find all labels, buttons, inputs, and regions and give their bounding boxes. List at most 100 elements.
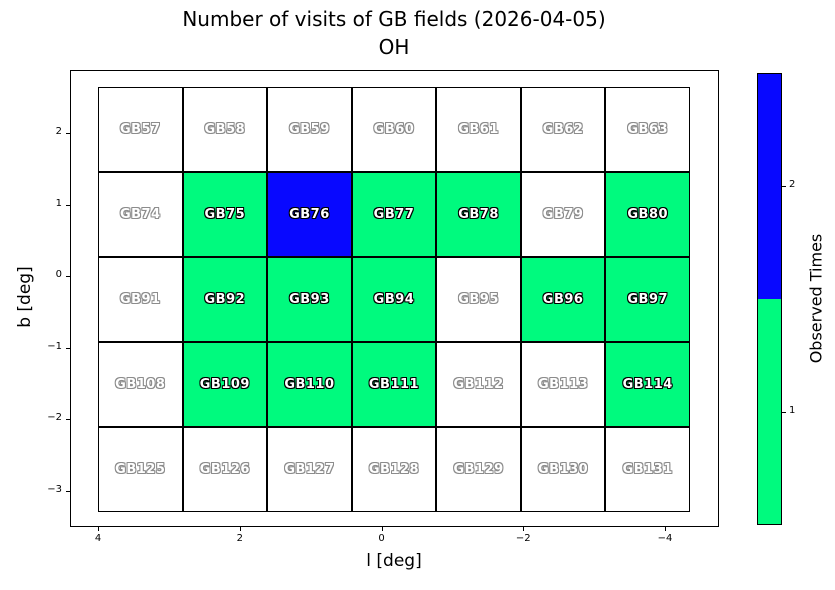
x-tick-mark [665, 527, 666, 531]
field-cell-label: GB131 [622, 462, 673, 477]
x-tick-mark [239, 527, 241, 531]
field-cell-gb114: GB114 [605, 342, 690, 427]
field-cell-gb59: GB59 [267, 87, 352, 172]
field-cell-label: GB125 [115, 462, 166, 477]
y-tick-mark [66, 204, 70, 206]
field-cell-gb110: GB110 [267, 342, 352, 427]
y-tick-label: 2 [55, 126, 62, 137]
y-tick-mark [66, 133, 70, 134]
field-cell-gb60: GB60 [351, 87, 437, 172]
chart-title: Number of visits of GB fields (2026-04-0… [182, 7, 606, 31]
y-tick-label: 0 [55, 269, 62, 280]
field-cell-gb80: GB80 [605, 172, 690, 257]
field-cell-gb127: GB127 [267, 427, 352, 512]
y-tick-mark [66, 276, 70, 277]
field-cell-gb74: GB74 [98, 172, 183, 257]
field-cell-gb112: GB112 [436, 342, 521, 427]
field-cell-label: GB130 [538, 462, 589, 477]
field-cell-label: GB76 [289, 207, 330, 222]
field-cell-label: GB109 [199, 377, 250, 392]
field-cell-label: GB59 [289, 122, 330, 137]
field-cell-gb109: GB109 [182, 342, 268, 427]
field-cell-label: GB63 [627, 122, 669, 137]
field-cell-gb93: GB93 [267, 257, 352, 342]
field-cell-label: GB97 [627, 292, 669, 307]
field-cell-label: GB80 [627, 207, 669, 222]
field-cell-gb95: GB95 [436, 257, 521, 342]
field-cell-label: GB58 [204, 122, 246, 137]
field-cell-label: GB110 [284, 377, 335, 392]
field-cell-label: GB78 [458, 207, 499, 222]
field-grid: GB57 GB58 GB59 GB60 GB61 GB62 GB63 GB74 GB75 GB76… [98, 87, 690, 512]
field-cell-gb57: GB57 [98, 87, 183, 172]
x-tick-label: 4 [94, 533, 102, 544]
field-cell-label: GB60 [373, 122, 415, 137]
field-cell-label: GB57 [119, 122, 161, 137]
field-cell-label: GB75 [204, 207, 246, 222]
x-tick-label: 0 [378, 533, 385, 544]
x-tick-mark [98, 527, 99, 531]
y-tick-label: 1 [55, 197, 62, 209]
y-tick-mark [66, 347, 70, 349]
x-axis-label: l [deg] [366, 551, 422, 571]
y-tick-label: −1 [47, 340, 62, 352]
x-tick-mark [523, 527, 525, 531]
field-cell-label: GB95 [458, 292, 499, 307]
field-cell-gb77: GB77 [351, 172, 437, 257]
field-cell-label: GB129 [453, 462, 504, 477]
field-cell-label: GB94 [373, 292, 415, 307]
field-cell-gb94: GB94 [351, 257, 437, 342]
field-cell-label: GB92 [204, 292, 246, 307]
field-cell-label: GB127 [284, 462, 335, 477]
field-cell-label: GB77 [373, 207, 415, 222]
field-cell-gb113: GB113 [520, 342, 606, 427]
field-cell-gb129: GB129 [436, 427, 521, 512]
field-cell-label: GB108 [115, 377, 166, 392]
field-cell-gb130: GB130 [520, 427, 606, 512]
field-cell-gb97: GB97 [605, 257, 690, 342]
field-cell-gb79: GB79 [520, 172, 606, 257]
chart-subtitle: OH [378, 35, 410, 59]
field-cell-label: GB126 [199, 462, 250, 477]
x-tick-label: 2 [236, 533, 243, 544]
field-cell-gb131: GB131 [605, 427, 690, 512]
field-cell-label: GB62 [542, 122, 584, 137]
field-cell-label: GB128 [368, 462, 420, 477]
colorbar-tick-mark [782, 412, 786, 413]
field-cell-label: GB74 [119, 207, 161, 222]
field-cell-gb91: GB91 [98, 257, 183, 342]
colorbar [757, 73, 782, 525]
field-cell-label: GB113 [538, 377, 589, 392]
field-cell-label: GB114 [622, 377, 673, 392]
field-cell-label: GB79 [542, 207, 584, 222]
field-cell-label: GB111 [368, 377, 420, 392]
colorbar-tick-label: 2 [789, 179, 796, 190]
colorbar-label: Observed Times [806, 233, 826, 364]
y-axis-label: b [deg] [15, 266, 35, 328]
field-cell-label: GB93 [289, 292, 330, 307]
colorbar-tick-label: 1 [789, 405, 796, 416]
field-cell-label: GB91 [119, 292, 161, 307]
field-cell-label: GB61 [458, 122, 499, 137]
y-tick-label: −2 [47, 412, 62, 423]
x-tick-mark [381, 527, 383, 531]
field-cell-gb61: GB61 [436, 87, 521, 172]
y-tick-mark [66, 419, 70, 420]
field-cell-gb96: GB96 [520, 257, 606, 342]
field-cell-gb63: GB63 [605, 87, 690, 172]
field-cell-gb75: GB75 [182, 172, 268, 257]
colorbar-segment-1 [758, 299, 781, 524]
field-cell-gb111: GB111 [351, 342, 437, 427]
field-cell-gb108: GB108 [98, 342, 183, 427]
y-tick-mark [66, 490, 70, 492]
field-cell-gb128: GB128 [351, 427, 437, 512]
colorbar-tick-mark [782, 186, 786, 187]
x-tick-label: −4 [657, 533, 673, 544]
field-cell-gb78: GB78 [436, 172, 521, 257]
field-cell-gb92: GB92 [182, 257, 268, 342]
x-tick-label: −2 [515, 533, 531, 544]
field-cell-gb62: GB62 [520, 87, 606, 172]
field-cell-gb125: GB125 [98, 427, 183, 512]
field-cell-gb126: GB126 [182, 427, 268, 512]
